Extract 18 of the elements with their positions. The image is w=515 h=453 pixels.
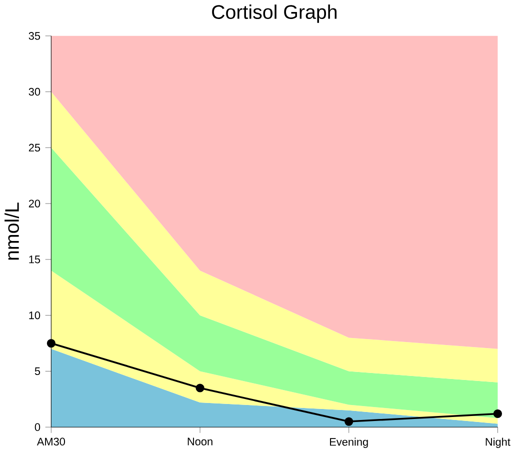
y-tick-label: 30	[28, 88, 40, 96]
y-axis-title: nmol/L	[4, 202, 19, 260]
y-tick-label: 0	[34, 424, 40, 432]
x-tick-label: AM30	[36, 438, 66, 446]
point	[196, 384, 204, 393]
point	[493, 410, 502, 418]
y-tick-label: 5	[34, 368, 40, 376]
point	[46, 339, 56, 348]
x-tick-label: Noon	[188, 438, 212, 446]
y-tick-label: 35	[28, 32, 40, 40]
point	[344, 417, 354, 426]
y-tick-label: 20	[28, 200, 40, 208]
y-tick-label: 10	[29, 312, 40, 320]
y-tick-label: 15	[29, 256, 40, 264]
chart-title: Cortisol Graph	[212, 4, 337, 24]
x-tick-label: Night	[486, 438, 510, 448]
y-tick-label: 25	[28, 144, 40, 152]
x-tick-label: Evening	[330, 438, 368, 448]
